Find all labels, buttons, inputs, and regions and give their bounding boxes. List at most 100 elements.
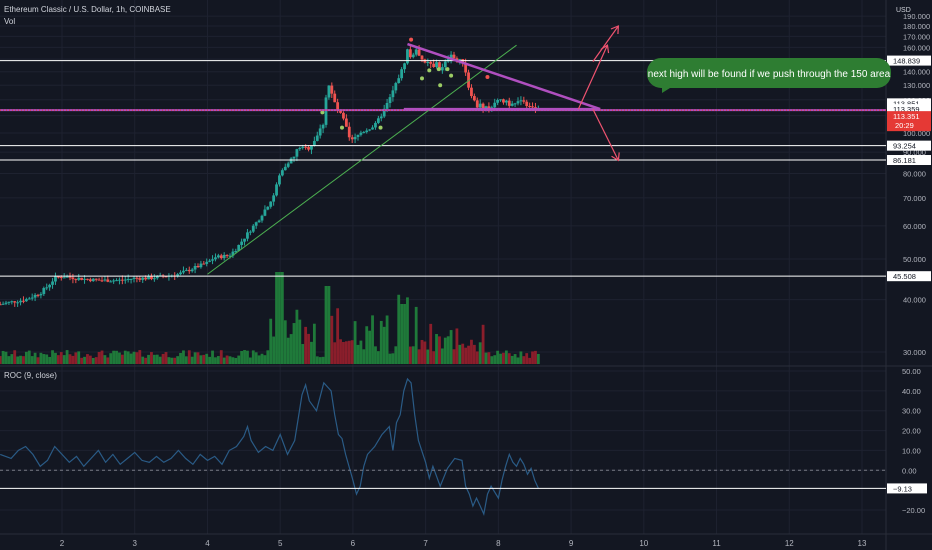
volume-bar bbox=[7, 356, 11, 364]
candle-body bbox=[147, 276, 150, 280]
price-tick-label: 30.000 bbox=[903, 348, 926, 357]
candle-body bbox=[478, 103, 482, 108]
volume-bar bbox=[359, 340, 363, 364]
triangle-upper-line[interactable] bbox=[407, 42, 601, 111]
arrow-up-short[interactable] bbox=[577, 44, 609, 110]
currency-label: USD bbox=[896, 7, 911, 14]
signal-marker bbox=[445, 67, 450, 72]
candle-body bbox=[205, 261, 209, 264]
volume-bar bbox=[54, 352, 57, 364]
volume-bar bbox=[30, 356, 34, 364]
candle-body bbox=[467, 72, 470, 88]
volume-bar bbox=[22, 356, 25, 364]
volume-bar bbox=[315, 356, 319, 364]
volume-bar bbox=[420, 339, 424, 364]
candle-body bbox=[417, 49, 421, 56]
volume-bar bbox=[481, 324, 485, 364]
candle-body bbox=[62, 277, 66, 279]
volume-bar bbox=[295, 309, 299, 364]
volume-bar bbox=[152, 354, 156, 364]
volume-bar bbox=[170, 357, 174, 364]
volume-bar bbox=[339, 339, 342, 364]
price-tick-label: 70.000 bbox=[903, 194, 926, 203]
ascending-trendline[interactable] bbox=[207, 44, 517, 275]
volume-bar bbox=[528, 357, 532, 364]
volume-bar bbox=[327, 286, 331, 364]
arrow-up-long[interactable] bbox=[592, 25, 619, 62]
volume-bar bbox=[240, 351, 244, 364]
volume-bar bbox=[36, 357, 40, 364]
candle-body bbox=[231, 251, 235, 256]
candle-body bbox=[120, 279, 124, 281]
price-level-tag bbox=[887, 111, 931, 132]
volume-bar bbox=[164, 352, 168, 364]
candle-body bbox=[74, 279, 78, 281]
volume-bar bbox=[336, 308, 340, 364]
candle-body bbox=[339, 110, 342, 113]
candle-body bbox=[525, 101, 529, 107]
candle-body bbox=[211, 259, 214, 261]
volume-bar bbox=[211, 350, 214, 364]
volume-bar bbox=[260, 353, 264, 364]
volume-bar bbox=[318, 357, 322, 364]
volume-bar bbox=[280, 272, 284, 364]
candle-body bbox=[10, 301, 14, 303]
candle-body bbox=[202, 263, 206, 265]
volume-bar bbox=[109, 353, 113, 364]
candle-body bbox=[278, 175, 281, 185]
x-tick-label: 8 bbox=[496, 539, 501, 548]
volume-bar bbox=[42, 354, 46, 364]
volume-bar bbox=[94, 357, 98, 364]
candle-body bbox=[391, 90, 395, 98]
volume-bar bbox=[391, 353, 395, 364]
volume-bar bbox=[414, 306, 418, 364]
candle-body bbox=[275, 184, 278, 196]
volume-bar bbox=[27, 350, 31, 364]
candle-body bbox=[272, 195, 276, 202]
price-tick-label: 60.000 bbox=[903, 222, 926, 231]
volume-bar bbox=[222, 357, 226, 364]
candle-body bbox=[199, 263, 203, 268]
volume-label: Vol bbox=[4, 17, 16, 26]
volume-bar bbox=[278, 272, 281, 364]
volume-bar bbox=[452, 349, 456, 364]
signal-marker bbox=[438, 83, 443, 88]
candle-body bbox=[254, 222, 258, 226]
volume-bar bbox=[112, 350, 116, 364]
candle-body bbox=[48, 284, 52, 288]
price-tick-label: 190.000 bbox=[903, 12, 930, 21]
candle-body bbox=[403, 63, 406, 70]
signal-marker bbox=[420, 76, 424, 81]
candle-body bbox=[246, 232, 249, 239]
roc-line bbox=[0, 377, 539, 516]
volume-bar bbox=[51, 350, 54, 364]
volume-bar bbox=[33, 352, 37, 364]
price-tick-label: 80.000 bbox=[903, 170, 926, 179]
candle-body bbox=[86, 278, 89, 280]
candle-body bbox=[22, 300, 25, 302]
candle-body bbox=[368, 129, 372, 131]
candle-body bbox=[237, 244, 241, 251]
candle-body bbox=[0, 304, 2, 306]
candle-body bbox=[126, 278, 130, 280]
candle-body bbox=[379, 116, 383, 119]
arrow-down[interactable] bbox=[592, 108, 619, 161]
volume-bar bbox=[344, 341, 348, 364]
price-level-tag-label: 113.359 bbox=[893, 105, 920, 114]
candle-body bbox=[327, 85, 331, 98]
candle-body bbox=[365, 130, 369, 133]
candle-body bbox=[499, 99, 502, 101]
volume-bar bbox=[155, 354, 159, 364]
volume-bar bbox=[502, 352, 505, 364]
volume-bar bbox=[426, 349, 430, 364]
volume-bar bbox=[158, 356, 162, 364]
volume-bar bbox=[376, 351, 380, 364]
candle-body bbox=[112, 280, 116, 282]
volume-bar bbox=[429, 323, 433, 364]
volume-bar bbox=[525, 353, 529, 364]
volume-bar bbox=[216, 356, 220, 364]
annotation-callout[interactable]: next high will be found if we push throu… bbox=[647, 58, 891, 93]
candle-body bbox=[443, 61, 447, 68]
candle-body bbox=[350, 137, 354, 140]
